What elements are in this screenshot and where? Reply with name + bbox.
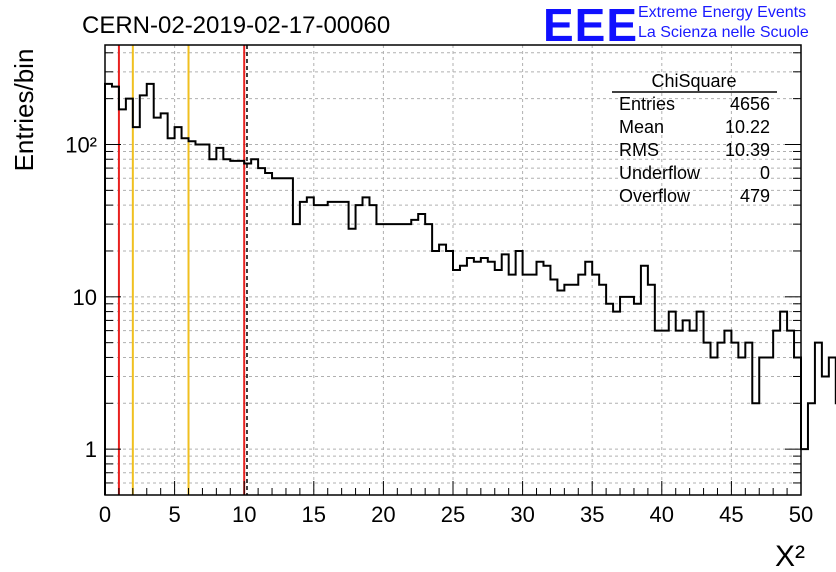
- eee-logo: EEE: [543, 0, 639, 51]
- stats-label: RMS: [619, 140, 659, 160]
- grid: [105, 45, 801, 495]
- stats-box: ChiSquare Entries 4656 Mean 10.22 RMS 10.39 Und…: [612, 71, 777, 206]
- stats-label: Mean: [619, 117, 664, 137]
- x-tick-label: 20: [371, 502, 395, 527]
- stats-value: 10.22: [725, 117, 770, 137]
- brand-tagline-2: La Scienza nelle Scuole: [638, 24, 809, 41]
- y-tick-label: 1: [85, 437, 97, 462]
- brand-tagline-1: Extreme Energy Events: [638, 4, 807, 21]
- x-tick-label: 35: [580, 502, 604, 527]
- stats-title: ChiSquare: [651, 71, 736, 91]
- x-tick-label: 40: [650, 502, 674, 527]
- stats-label: Overflow: [619, 186, 691, 206]
- stats-label: Entries: [619, 94, 675, 114]
- x-tick-label: 5: [168, 502, 180, 527]
- x-tick-label: 45: [719, 502, 743, 527]
- x-tick-label: 0: [99, 502, 111, 527]
- y-axis-label: Entries/bin: [9, 49, 39, 172]
- reference-lines: [117, 45, 248, 495]
- x-tick-label: 10: [232, 502, 256, 527]
- chart-title: CERN-02-2019-02-17-00060: [82, 12, 390, 39]
- y-tick-label: 10: [73, 285, 97, 310]
- stats-value: 0: [760, 163, 770, 183]
- x-tick-label: 50: [789, 502, 813, 527]
- stats-value: 4656: [730, 94, 770, 114]
- x-tick-label: 25: [441, 502, 465, 527]
- axes: 0 5 10 15 20 25 30 35 40 45 50 1 10 10²: [65, 52, 813, 527]
- stats-value: 10.39: [725, 140, 770, 160]
- stats-label: Underflow: [619, 163, 701, 183]
- stats-value: 479: [740, 186, 770, 206]
- x-tick-label: 15: [302, 502, 326, 527]
- x-axis-label: X²: [775, 540, 805, 572]
- y-tick-label: 10²: [65, 132, 97, 157]
- histogram-line: [104, 82, 836, 495]
- x-tick-label: 30: [510, 502, 534, 527]
